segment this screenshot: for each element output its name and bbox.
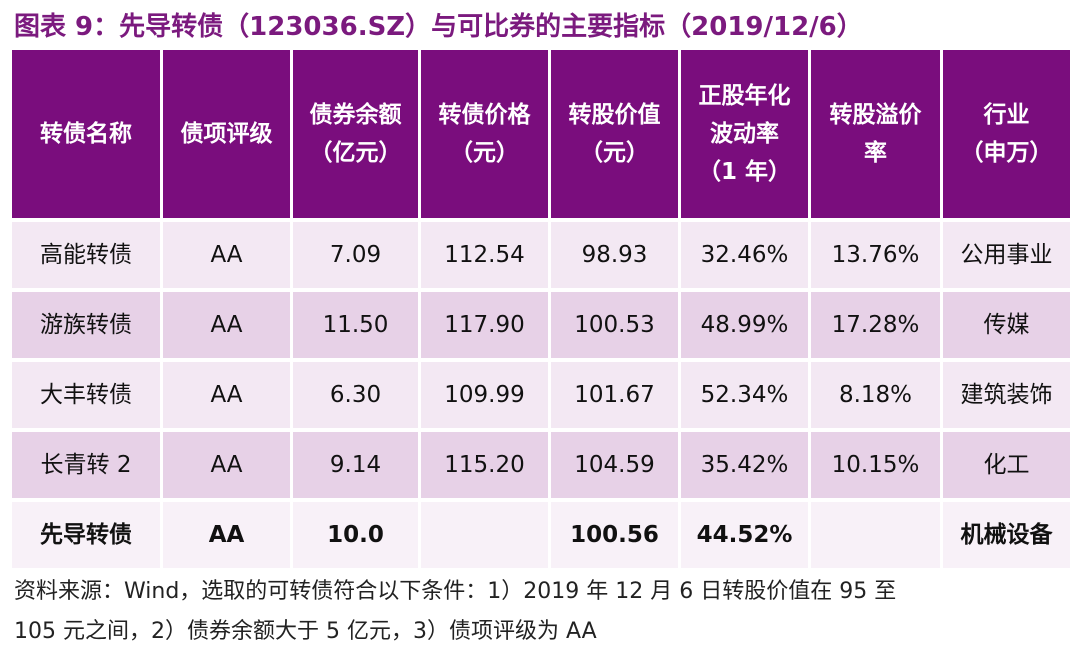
- table-cell: 大丰转债: [12, 362, 160, 428]
- table-cell: 98.93: [551, 222, 678, 288]
- table-cell: 117.90: [421, 292, 548, 358]
- table-cell: 115.20: [421, 432, 548, 498]
- header-line: 率: [864, 140, 887, 166]
- table-cell: 游族转债: [12, 292, 160, 358]
- header-cell: 转债名称: [12, 50, 160, 218]
- table-cell: 35.42%: [681, 432, 808, 498]
- table-cell: AA: [163, 222, 290, 288]
- table-cell: 建筑装饰: [943, 362, 1070, 428]
- table-cell: 52.34%: [681, 362, 808, 428]
- table-cell: 传媒: [943, 292, 1070, 358]
- header-line: 波动率: [710, 121, 779, 147]
- table-cell: 化工: [943, 432, 1070, 498]
- header-line: 债券余额: [309, 102, 402, 128]
- table-cell: 先导转债: [12, 502, 160, 568]
- header-line: 行业: [983, 102, 1030, 128]
- table-cell: 101.67: [551, 362, 678, 428]
- table-cell: 10.15%: [811, 432, 940, 498]
- header-cell: 行业 （申万）: [943, 50, 1070, 218]
- footnote: 资料来源：Wind，选取的可转债符合以下条件：1）2019 年 12 月 6 日…: [14, 572, 896, 652]
- table-cell: AA: [163, 292, 290, 358]
- table-cell: 112.54: [421, 222, 548, 288]
- header-cell: 转债价格 （元）: [421, 50, 548, 218]
- table-cell: 104.59: [551, 432, 678, 498]
- header-cell: 债券余额 （亿元）: [293, 50, 418, 218]
- header-line: 转股溢价: [829, 102, 922, 128]
- table-cell: 高能转债: [12, 222, 160, 288]
- table-cell: 6.30: [293, 362, 418, 428]
- header-cell: 转股价值 （元）: [551, 50, 678, 218]
- header-line: （元）: [580, 140, 649, 166]
- header-line: （元）: [450, 140, 519, 166]
- table-cell: 13.76%: [811, 222, 940, 288]
- table-cell: 109.99: [421, 362, 548, 428]
- header-cell: 转股溢价率: [811, 50, 940, 218]
- table-cell: AA: [163, 432, 290, 498]
- table: 转债名称 债项评级 债券余额 （亿元） 转债价格 （元） 转股价值 （元） 正股年化波动率 （1 …: [12, 50, 1070, 568]
- table-cell: AA: [163, 362, 290, 428]
- table-cell: 100.56: [551, 502, 678, 568]
- header-line: （亿元）: [309, 140, 402, 166]
- header-line: （1 年）: [697, 159, 791, 185]
- table-cell: AA: [163, 502, 290, 568]
- table-cell: 8.18%: [811, 362, 940, 428]
- table-cell: 公用事业: [943, 222, 1070, 288]
- table-cell: [421, 502, 548, 568]
- header-line: 债项评级: [180, 121, 273, 147]
- table-cell: 44.52%: [681, 502, 808, 568]
- footnote-line: 资料来源：Wind，选取的可转债符合以下条件：1）2019 年 12 月 6 日…: [14, 579, 897, 604]
- table-cell: 32.46%: [681, 222, 808, 288]
- table-cell: 7.09: [293, 222, 418, 288]
- header-line: 转债价格: [438, 102, 531, 128]
- header-line: 正股年化: [698, 83, 791, 109]
- header-line: （申万）: [960, 140, 1053, 166]
- table-cell: 48.99%: [681, 292, 808, 358]
- table-cell: 长青转 2: [12, 432, 160, 498]
- header-cell: 债项评级: [163, 50, 290, 218]
- table-cell: 100.53: [551, 292, 678, 358]
- footnote-line: 105 元之间，2）债券余额大于 5 亿元，3）债项评级为 AA: [14, 619, 597, 644]
- header-cell: 正股年化波动率 （1 年）: [681, 50, 808, 218]
- table-cell: 17.28%: [811, 292, 940, 358]
- table-cell: 9.14: [293, 432, 418, 498]
- table-cell: 11.50: [293, 292, 418, 358]
- header-line: 转股价值: [568, 102, 661, 128]
- table-cell: 机械设备: [943, 502, 1070, 568]
- table-cell: [811, 502, 940, 568]
- title: 图表 9：先导转债（123036.SZ）与可比券的主要指标（2019/12/6）: [14, 12, 863, 42]
- header-line: 转债名称: [40, 121, 132, 147]
- table-cell: 10.0: [293, 502, 418, 568]
